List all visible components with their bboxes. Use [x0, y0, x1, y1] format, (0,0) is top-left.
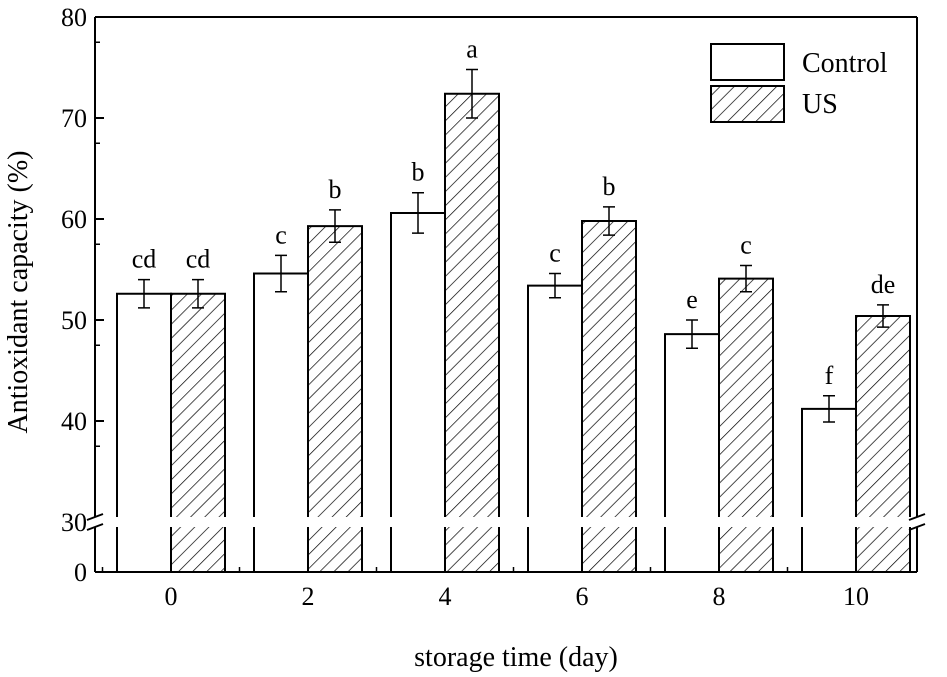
error-bar-us-day-8 [740, 264, 752, 293]
y-tick-label-40: 40 [61, 407, 87, 436]
x-tick-label-8: 8 [713, 582, 726, 611]
legend: Control US [710, 43, 888, 123]
bar-lower-us-day-10 [856, 527, 910, 572]
significance-label-control-day-8: e [686, 285, 698, 314]
x-tick-label-0: 0 [165, 582, 178, 611]
error-bar-control-day-0 [138, 278, 150, 309]
x-axis-title: storage time (day) [414, 642, 618, 673]
bar-lower-control-day-0 [117, 527, 171, 572]
bar-us-day-4 [445, 93, 499, 517]
significance-label-control-day-6: c [549, 239, 561, 268]
significance-label-us-day-2: b [329, 175, 342, 204]
error-bar-control-day-4 [412, 191, 424, 234]
bar-lower-us-day-6 [582, 527, 636, 572]
error-bar-control-day-10 [823, 395, 835, 423]
significance-label-us-day-0: cd [186, 245, 211, 274]
bar-lower-control-day-8 [665, 527, 719, 572]
x-tick-label-2: 2 [302, 582, 315, 611]
significance-label-control-day-10: f [825, 361, 834, 390]
x-tick-label-6: 6 [576, 582, 589, 611]
x-tick-label-4: 4 [439, 582, 452, 611]
right-axis-break-mark [908, 513, 926, 531]
error-bar-us-day-4 [466, 68, 478, 119]
significance-label-us-day-4: a [466, 35, 478, 64]
bar-us-day-8 [719, 278, 773, 517]
significance-label-us-day-10: de [871, 270, 896, 299]
significance-label-us-day-8: c [740, 230, 752, 259]
legend-swatch-control [710, 43, 785, 81]
bar-lower-us-day-4 [445, 527, 499, 572]
error-bar-control-day-8 [686, 319, 698, 350]
y-axis-title: Antioxidant capacity (%) [3, 150, 34, 433]
bar-control-day-0 [117, 293, 171, 517]
y-axis-break-mark [86, 513, 104, 531]
y-tick-label-0: 0 [74, 558, 87, 587]
y-tick-label-50: 50 [61, 306, 87, 335]
significance-label-control-day-0: cd [132, 245, 157, 274]
bar-lower-control-day-10 [802, 527, 856, 572]
legend-label-control: Control [802, 48, 888, 79]
bar-lower-control-day-2 [254, 527, 308, 572]
error-bar-control-day-6 [549, 272, 561, 299]
bar-lower-us-day-8 [719, 527, 773, 572]
bar-lower-us-day-2 [308, 527, 362, 572]
y-tick-label-30: 30 [61, 508, 87, 537]
bar-control-day-10 [802, 408, 856, 517]
axes-layer: 30 40 50 60 70 80 0 0 2 4 6 8 10 [61, 3, 926, 611]
bar-us-day-2 [308, 226, 362, 517]
bar-us-day-10 [856, 315, 910, 517]
bar-lower-control-day-4 [391, 527, 445, 572]
y-tick-label-70: 70 [61, 104, 87, 133]
labels-layer: storage time (day) Antioxidant capacity … [3, 150, 618, 673]
bar-control-day-8 [665, 334, 719, 517]
error-bar-control-day-2 [275, 254, 287, 293]
significance-label-control-day-2: c [275, 220, 287, 249]
bar-control-day-6 [528, 285, 582, 517]
error-bar-us-day-2 [329, 209, 341, 243]
bars-layer: cd c b c e f cd b a b c de [116, 35, 911, 572]
error-bar-us-day-6 [603, 206, 615, 236]
bar-lower-control-day-6 [528, 527, 582, 572]
bar-control-day-2 [254, 273, 308, 517]
significance-label-control-day-4: b [412, 158, 425, 187]
bar-lower-us-day-0 [171, 527, 225, 572]
error-bar-us-day-10 [877, 304, 889, 328]
y-tick-label-80: 80 [61, 3, 87, 32]
legend-label-us: US [802, 89, 838, 120]
bar-us-day-6 [582, 221, 636, 517]
x-tick-label-10: 10 [843, 582, 869, 611]
y-tick-label-60: 60 [61, 205, 87, 234]
bar-us-day-0 [171, 293, 225, 517]
legend-swatch-us [710, 85, 785, 123]
significance-label-us-day-6: b [603, 172, 616, 201]
error-bar-us-day-0 [192, 278, 204, 309]
bar-control-day-4 [391, 212, 445, 517]
